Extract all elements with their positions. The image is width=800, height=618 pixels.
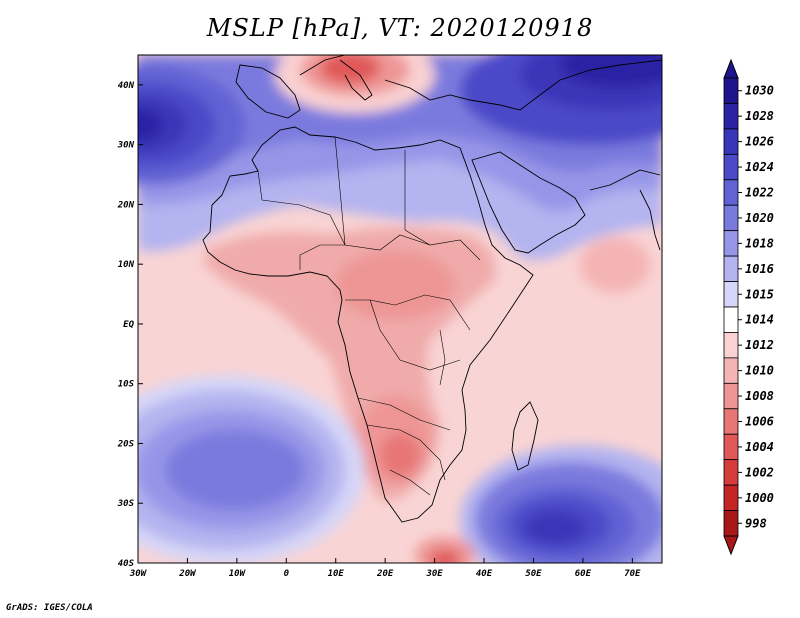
lat-tick-label: 10N — [118, 260, 135, 270]
lon-tick-label: 0 — [284, 569, 290, 579]
colorbar-label: 1006 — [745, 415, 774, 429]
coast-africa — [202, 126, 534, 523]
colorbar: 1030 1028 1026 1024 1022 1020 1018 1016 1015 1014… — [723, 58, 774, 556]
border-3 — [404, 150, 481, 261]
colorbar-swatch — [723, 230, 739, 257]
border-2 — [334, 136, 431, 251]
border-rift — [439, 329, 446, 386]
field-sahel-1008 — [335, 250, 455, 320]
field-azores-1028 — [138, 109, 162, 141]
colorbar-swatch — [723, 77, 739, 104]
colorbar-label: 998 — [745, 516, 767, 530]
lon-tick-label: 20W — [178, 569, 197, 579]
colorbar-max-arrow — [723, 58, 739, 79]
border-4 — [299, 244, 345, 270]
border-1 — [257, 170, 346, 246]
colorbar-label: 1004 — [745, 440, 774, 454]
lat-tick-label: EQ — [123, 320, 134, 330]
colorbar-swatch — [723, 128, 739, 155]
colorbar-swatch — [723, 103, 739, 130]
border-8 — [366, 424, 446, 481]
coast-iran — [589, 169, 661, 191]
lat-tick-label: 20N — [117, 200, 135, 210]
borders — [257, 136, 481, 496]
coast-eurasia — [384, 59, 662, 111]
lat-tick-label: 20S — [117, 439, 135, 449]
lon-tick-label: 50E — [525, 569, 542, 579]
colorbar-label: 1026 — [745, 135, 774, 149]
colorbar-swatch — [723, 408, 739, 435]
lon-tick-label: 30E — [425, 569, 443, 579]
pressure-field — [138, 55, 662, 563]
colorbar-label: 1002 — [745, 465, 774, 479]
field-satl-1020 — [165, 430, 305, 510]
coastlines — [202, 55, 662, 523]
colorbar-label: 1028 — [745, 109, 774, 123]
axis-ticks: 30W 20W 10W 0 10E 20E 30E 40E 50E 60E 70E 40N 30N 20N… — [117, 81, 641, 579]
lon-tick-label: 30W — [129, 569, 148, 579]
lat-tick-label: 30N — [117, 141, 135, 151]
border-9 — [389, 469, 431, 496]
colorbar-swatch — [723, 332, 739, 359]
colorbar-label: 1012 — [745, 338, 774, 352]
lat-tick-label: 40S — [118, 559, 135, 569]
map-title: MSLP [hPa], VT: 2020120918 — [206, 14, 594, 42]
colorbar-label: 1024 — [745, 160, 774, 174]
colorbar-label: 1015 — [745, 287, 774, 301]
colorbar-label: 1030 — [745, 84, 774, 98]
colorbar-swatch — [723, 204, 739, 232]
colorbar-swatch — [723, 153, 739, 181]
lon-tick-label: 20E — [376, 569, 394, 579]
lat-tick-label: 30S — [117, 499, 135, 509]
colorbar-swatch — [723, 357, 739, 384]
colorbar-label: 1008 — [745, 389, 774, 403]
colorbar-label: 1000 — [745, 491, 774, 505]
lon-tick-label: 10W — [229, 569, 247, 579]
lon-tick-label: 10E — [328, 569, 345, 579]
coast-italy — [299, 55, 373, 101]
colorbar-swatch — [723, 179, 739, 206]
colorbar-swatch — [723, 281, 739, 308]
lon-tick-label: 70E — [624, 569, 641, 579]
coast-madagascar — [511, 401, 539, 471]
coast-iberia — [235, 64, 301, 119]
coast-india — [639, 189, 661, 251]
field-masc-1026 — [525, 512, 585, 544]
lat-tick-label: 10S — [118, 380, 135, 390]
colorbar-label: 1010 — [745, 364, 774, 378]
field-southafrica-1006 — [380, 433, 420, 477]
plot-frame — [137, 54, 663, 564]
border-6 — [369, 299, 461, 371]
colorbar-swatch — [723, 382, 739, 410]
field-med-1004 — [320, 55, 380, 84]
border-5 — [345, 294, 471, 331]
colorbar-label: 1020 — [745, 211, 774, 225]
colorbar-swatch — [723, 510, 739, 537]
colorbar-label: 1016 — [745, 262, 774, 276]
colorbar-swatch — [723, 459, 739, 486]
lon-tick-label: 60E — [575, 569, 592, 579]
field-moz-1004 — [430, 550, 460, 563]
colorbar-label: 1014 — [745, 313, 774, 327]
credit-label: GrADS: IGES/COLA — [6, 603, 93, 613]
colorbar-label: 1018 — [745, 236, 774, 250]
field-arabiansea-1010 — [580, 237, 650, 293]
colorbar-swatch — [723, 433, 739, 461]
coast-arabia — [471, 151, 586, 254]
lat-tick-label: 40N — [118, 81, 135, 91]
colorbar-swatch — [723, 255, 739, 282]
colorbar-swatch — [723, 306, 739, 333]
colorbar-min-arrow — [723, 535, 739, 556]
colorbar-label: 1022 — [745, 186, 774, 200]
lon-tick-label: 40E — [476, 569, 493, 579]
border-7 — [357, 397, 451, 431]
colorbar-swatch — [723, 484, 739, 511]
